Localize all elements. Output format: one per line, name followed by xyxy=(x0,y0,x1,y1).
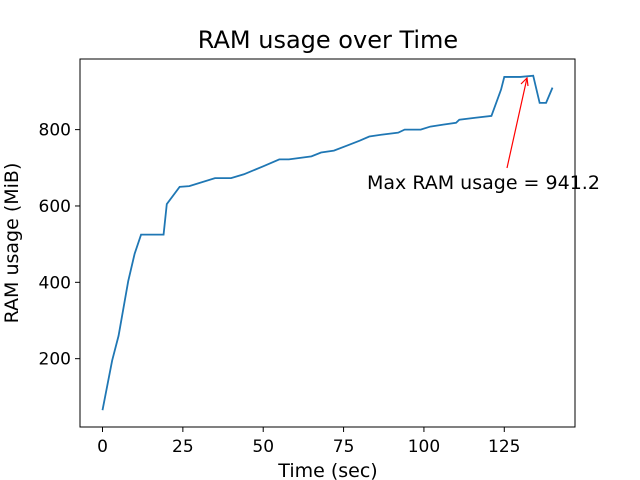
y-tick-label: 600 xyxy=(39,197,71,217)
plot-area xyxy=(101,74,554,411)
x-tick-label: 50 xyxy=(252,437,274,457)
axes-frame xyxy=(79,58,576,428)
y-tick-label: 800 xyxy=(39,121,71,141)
x-axis-label: Time (sec) xyxy=(277,460,377,480)
annotation-arrow xyxy=(506,77,528,169)
x-tick-label: 25 xyxy=(172,437,194,457)
x-tick-label: 0 xyxy=(97,437,108,457)
data-line xyxy=(101,74,554,411)
x-tick-label: 125 xyxy=(488,437,520,457)
y-tick-label: 400 xyxy=(39,273,71,293)
y-tick-label: 200 xyxy=(39,350,71,370)
x-tick-label: 100 xyxy=(408,437,440,457)
chart-title: RAM usage over Time xyxy=(198,26,458,54)
annotation-arrowhead xyxy=(520,76,529,87)
x-tick-label: 75 xyxy=(333,437,355,457)
y-axis-label: RAM usage (MiB) xyxy=(1,163,23,324)
annotation: Max RAM usage = 941.2 xyxy=(367,172,600,194)
